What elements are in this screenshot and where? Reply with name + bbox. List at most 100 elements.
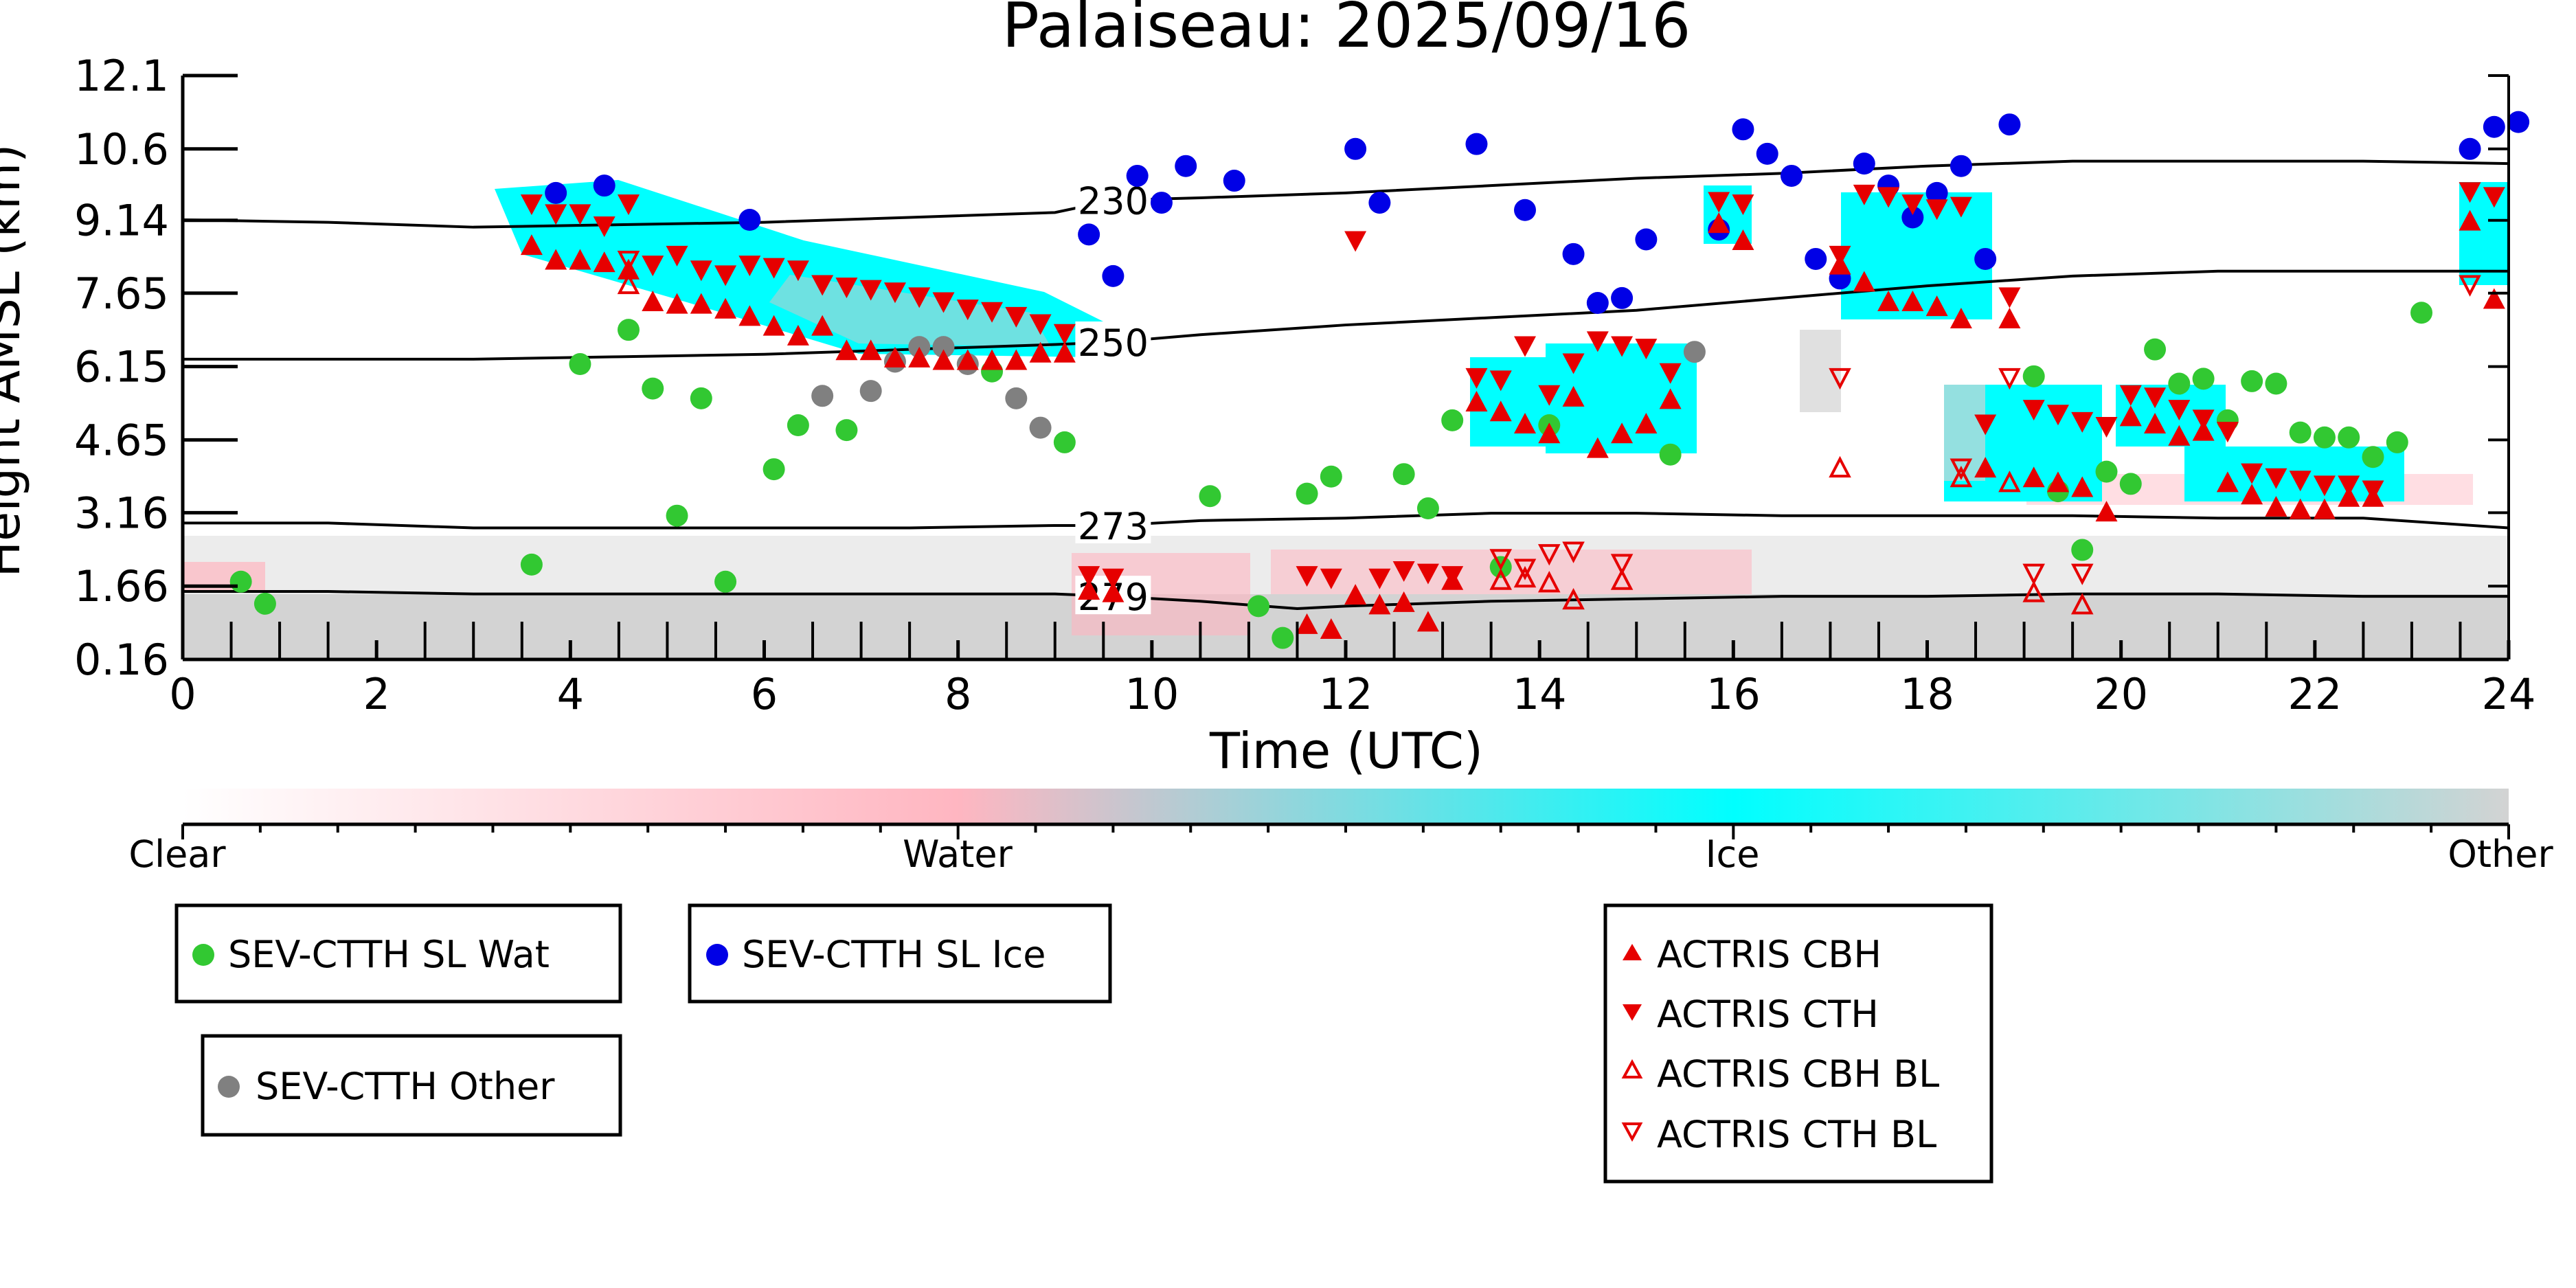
sev-ctth-sl-wat-point: [2386, 431, 2408, 453]
legend-label-actris-cbh: ACTRIS CBH: [1657, 933, 1882, 976]
actris-cbh-point: [1368, 594, 1391, 615]
actris-cbh-point: [2192, 420, 2215, 441]
actris-cbh-point: [1901, 291, 1924, 312]
actris-cth-point: [2168, 400, 2191, 421]
contour-label: 250: [1078, 321, 1149, 365]
sev-ctth-sl-wat-point: [666, 504, 688, 527]
boundary-layer-water-patch-mid: [1271, 550, 1752, 594]
actris-cth-bl-point: [1829, 368, 1851, 390]
actris-cth-point: [1416, 563, 1439, 585]
actris-cbh-point: [2241, 484, 2263, 505]
actris-cth-point: [666, 245, 688, 267]
y-tick-label: 7.65: [74, 269, 169, 319]
legend-label-sev-ice: SEV-CTTH SL Ice: [742, 933, 1046, 976]
actris-cbh-point: [1732, 229, 1754, 251]
actris-cbh-point: [569, 249, 591, 270]
actris-cbh-point: [2483, 288, 2505, 309]
actris-cbh-point: [1611, 422, 1634, 444]
sev-ctth-sl-ice-point: [1853, 152, 1875, 175]
actris-cth-point: [2144, 387, 2167, 409]
actris-cbh-point: [1538, 422, 1561, 444]
x-tick-label: 4: [557, 669, 584, 719]
actris-cbh-point: [2338, 486, 2360, 507]
contour-label: 273: [1078, 505, 1149, 548]
actris-cth-point: [1320, 568, 1342, 589]
actris-cth-point: [883, 282, 906, 304]
actris-cbh-point: [1586, 437, 1609, 458]
y-ticks: 0.16 1.66 3.16 4.65 6.15 7.65 9.14 10.6 12.1: [74, 51, 2509, 685]
actris-cbh-point: [1005, 349, 1028, 370]
actris-cth-point: [1368, 568, 1391, 589]
actris-cth-point: [787, 260, 809, 282]
actris-cth-bl-point: [1998, 368, 2021, 390]
sev-ctth-sl-ice-point: [1901, 206, 1924, 229]
actris-cbh-point: [1344, 584, 1367, 605]
sev-ctth-sl-wat-point: [642, 377, 664, 400]
actris-cth-point: [1005, 306, 1028, 328]
actris-cth-point: [1562, 353, 1585, 374]
legend-box-actris: ACTRIS CBH ACTRIS CTH ACTRIS CBH BL ACTR…: [1603, 903, 1993, 1184]
sev-ctth-sl-ice-point: [1078, 223, 1100, 246]
legend-box-sev-other: SEV-CTTH Other: [201, 1034, 622, 1137]
actris-cth-point: [593, 216, 615, 238]
actris-cth-point: [1901, 194, 1924, 216]
actris-cth-point: [1053, 324, 1076, 345]
sev-ctth-sl-wat-point: [2410, 302, 2433, 324]
sev-ctth-sl-wat-point: [2338, 426, 2360, 449]
sev-ctth-sl-wat-point: [2095, 460, 2118, 483]
sev-ctth-sl-wat-point: [2362, 446, 2384, 468]
sev-ctth-other-point: [1029, 416, 1052, 439]
actris-cbh-bl-point: [617, 272, 640, 295]
legend-swatch-actris-cth: [1623, 1004, 1642, 1021]
actris-cth-point: [2095, 417, 2118, 438]
sev-ctth-sl-ice-point: [1611, 286, 1634, 309]
legend-swatch-actris-cbh-bl: [1621, 1059, 1643, 1078]
actris-cbh-bl-point: [1489, 568, 1513, 590]
sev-ctth-sl-ice-point: [545, 181, 567, 204]
retrieval-markers: [229, 111, 2530, 649]
actris-cth-point: [545, 204, 567, 225]
actris-cbh-point: [714, 297, 737, 319]
actris-cth-point: [2192, 409, 2215, 431]
actris-cth-point: [1732, 194, 1754, 216]
sev-ctth-sl-wat-point: [2265, 372, 2287, 395]
actris-cth-point: [1611, 336, 1634, 357]
legend-label-actris-cbh-bl: ACTRIS CBH BL: [1657, 1052, 1939, 1096]
actris-cbh-point: [2095, 501, 2118, 522]
actris-cth-point: [569, 204, 591, 225]
sev-ctth-sl-wat-point: [2071, 539, 2094, 561]
actris-cth-point: [714, 265, 737, 286]
actris-cth-point: [2265, 468, 2287, 489]
x-tick-label: 24: [2482, 669, 2536, 719]
actris-cbh-point: [690, 293, 712, 314]
actris-cbh-point: [1102, 581, 1125, 602]
actris-cth-point: [2119, 385, 2142, 406]
sev-ctth-sl-wat-point: [1659, 443, 1682, 466]
actris-cth-point: [2483, 187, 2505, 208]
actris-cbh-point: [1416, 611, 1439, 632]
contour-label: 230: [1078, 180, 1149, 223]
x-tick-label: 12: [1319, 669, 1373, 719]
actris-cbh-point: [2119, 405, 2142, 427]
actris-cbh-point: [2046, 471, 2069, 493]
x-tick-label: 2: [363, 669, 389, 719]
sev-ctth-sl-wat-point: [714, 570, 737, 593]
colorbar-label-ice: Ice: [1706, 833, 1760, 876]
sev-ctth-sl-wat-point: [253, 592, 276, 615]
actris-cth-point: [762, 258, 785, 279]
late-ice-cloud: [2459, 182, 2509, 285]
sev-ctth-other-point: [1005, 387, 1028, 409]
actris-cth-point: [1441, 566, 1464, 587]
sev-ctth-other-point: [932, 336, 955, 359]
actris-cbh-point: [762, 315, 785, 336]
actris-cth-point: [1078, 566, 1100, 587]
sev-ctth-sl-ice-point: [1974, 247, 1997, 270]
sev-ctth-sl-wat-point: [2241, 370, 2263, 392]
actris-cth-point: [1635, 339, 1658, 360]
legend-box-sev-ice: SEV-CTTH SL Ice: [688, 903, 1112, 1004]
sev-ctth-sl-wat-point: [617, 319, 640, 341]
actris-cbh-point: [738, 305, 761, 326]
actris-cth-point: [1102, 568, 1125, 589]
actris-cbh-point: [2289, 498, 2312, 519]
actris-cth-point: [1974, 414, 1997, 436]
